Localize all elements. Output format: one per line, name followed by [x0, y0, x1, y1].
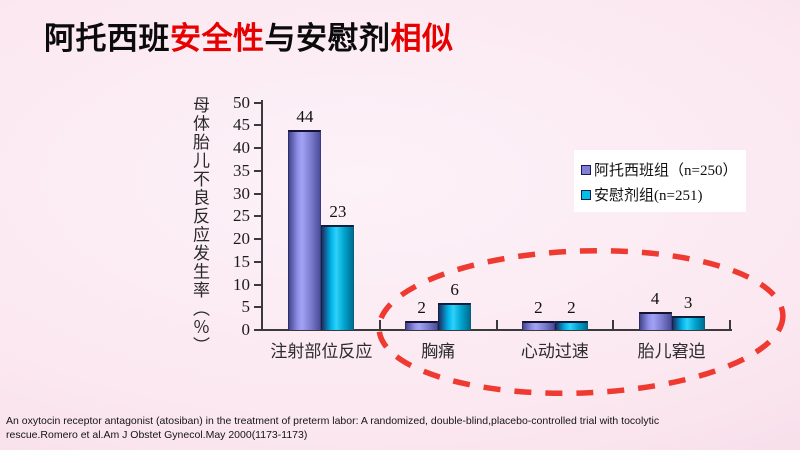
y-tick-label: 40	[233, 138, 250, 157]
y-axis-title: 母体胎儿不良反应发生率（％）	[190, 96, 209, 355]
x-tick-mark	[729, 320, 731, 330]
y-tick-mark	[254, 192, 261, 195]
title-segment-highlight: 安全性	[170, 21, 265, 56]
legend-item: 阿托西班组（n=250）	[581, 157, 746, 182]
bar-阿托西班组（n=250）-胎儿窘迫	[638, 311, 672, 330]
y-tick-label: 15	[233, 251, 250, 271]
y-tick-label: 5	[241, 297, 251, 317]
y-tick-mark	[254, 215, 261, 218]
x-tick-mark	[612, 320, 615, 330]
legend-item: 安慰剂组(n=251)	[581, 182, 746, 207]
y-tick-mark	[254, 101, 261, 104]
category-label: 胎儿窘迫	[637, 342, 706, 361]
bar-value-label: 23	[329, 202, 347, 222]
bar-安慰剂组(n=251)-注射部位反应	[321, 225, 355, 330]
title-segment: 阿托西班	[44, 21, 170, 56]
y-tick-label: 45	[233, 115, 250, 135]
y-tick-mark	[254, 306, 261, 309]
y-tick-mark	[254, 124, 261, 127]
legend-label: 安慰剂组(n=251)	[594, 188, 703, 204]
citation-footer: An oxytocin receptor antagonist (atosiba…	[6, 415, 726, 443]
bar-value-label: 2	[567, 297, 576, 317]
y-tick-label: 0	[241, 320, 251, 339]
y-axis-line	[261, 100, 263, 330]
y-tick-label: 25	[233, 206, 250, 226]
y-tick-mark	[254, 329, 261, 331]
y-tick-mark	[254, 283, 261, 286]
legend-swatch-icon	[581, 189, 591, 200]
citation-line-2: rescue.Romero et al.Am J Obstet Gynecol.…	[6, 428, 308, 441]
category-label: 注射部位反应	[270, 342, 373, 361]
x-tick-mark	[378, 320, 381, 330]
bar-阿托西班组（n=250）-胸痛	[405, 320, 439, 330]
bar-安慰剂组(n=251)-胸痛	[438, 302, 472, 330]
chart-legend: 阿托西班组（n=250） 安慰剂组(n=251)	[574, 150, 746, 212]
bar-安慰剂组(n=251)-心动过速	[554, 320, 588, 330]
y-tick-mark	[254, 169, 261, 172]
bar-阿托西班组（n=250）-注射部位反应	[288, 129, 322, 330]
y-tick-mark	[254, 260, 261, 263]
title-segment-highlight: 相似	[390, 21, 454, 56]
bar-安慰剂组(n=251)-胎儿窘迫	[671, 316, 705, 330]
slide-title: 阿托西班安全性与安慰剂相似	[44, 13, 454, 58]
y-tick-label: 20	[233, 229, 250, 248]
x-tick-mark	[495, 320, 498, 330]
bar-阿托西班组（n=250）-心动过速	[521, 320, 555, 330]
legend-swatch-icon	[581, 164, 591, 175]
title-segment: 与安慰剂	[264, 21, 391, 56]
bar-value-label: 2	[417, 297, 426, 317]
bar-value-label: 44	[296, 106, 314, 126]
y-tick-label: 35	[233, 160, 250, 180]
citation-line-1: An oxytocin receptor antagonist (atosiba…	[6, 415, 660, 427]
bar-value-label: 3	[683, 293, 693, 313]
legend-label: 阿托西班组（n=250）	[594, 163, 738, 179]
bar-value-label: 6	[450, 279, 459, 299]
y-tick-label: 10	[233, 274, 250, 294]
y-tick-label: 50	[233, 92, 250, 112]
y-tick-mark	[254, 238, 261, 240]
y-tick-label: 30	[233, 183, 250, 203]
y-tick-mark	[254, 147, 261, 149]
